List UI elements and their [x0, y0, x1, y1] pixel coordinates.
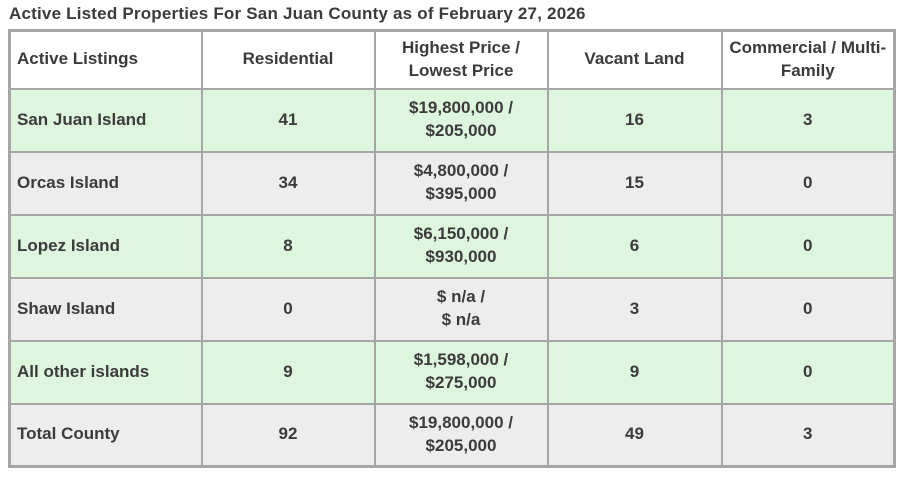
cell-lowest-price: $205,000	[425, 121, 497, 140]
cell-price: $6,150,000 / $930,000	[373, 213, 549, 279]
header-row: Active Listings Residential Highest Pric…	[8, 29, 896, 90]
page-title: Active Listed Properties For San Juan Co…	[9, 4, 586, 23]
column-header-residential: Residential	[200, 29, 376, 90]
cell-island-name: San Juan Island	[8, 87, 203, 153]
cell-commercial: 0	[720, 150, 896, 216]
cell-commercial: 3	[720, 87, 896, 153]
table-row-all-other-islands: All other islands 9 $1,598,000 / $275,00…	[8, 339, 896, 405]
table-row-orcas-island: Orcas Island 34 $4,800,000 / $395,000 15…	[8, 150, 896, 216]
cell-price: $19,800,000 / $205,000	[373, 402, 549, 468]
cell-vacant-land: 49	[546, 402, 723, 468]
cell-price: $4,800,000 / $395,000	[373, 150, 549, 216]
cell-commercial: 0	[720, 213, 896, 279]
cell-island-name: Lopez Island	[8, 213, 203, 279]
cell-highest-price: $ n/a /	[436, 287, 486, 307]
cell-lowest-price: $ n/a	[441, 310, 481, 329]
cell-price: $19,800,000 / $205,000	[373, 87, 549, 153]
cell-island-name: All other islands	[8, 339, 203, 405]
table-row-total-county: Total County 92 $19,800,000 / $205,000 4…	[8, 402, 896, 468]
table-row-san-juan-island: San Juan Island 41 $19,800,000 / $205,00…	[8, 87, 896, 153]
cell-vacant-land: 15	[546, 150, 723, 216]
cell-residential: 9	[200, 339, 376, 405]
column-header-vacant-land: Vacant Land	[546, 29, 723, 90]
table-row-lopez-island: Lopez Island 8 $6,150,000 / $930,000 6 0	[8, 213, 896, 279]
column-header-active-listings: Active Listings	[8, 29, 203, 90]
cell-vacant-land: 16	[546, 87, 723, 153]
cell-highest-price: $19,800,000 /	[409, 412, 513, 432]
cell-island-name: Total County	[8, 402, 203, 468]
table-header: Active Listings Residential Highest Pric…	[8, 29, 896, 90]
cell-lowest-price: $395,000	[425, 184, 497, 203]
cell-vacant-land: 9	[546, 339, 723, 405]
cell-price: $ n/a / $ n/a	[373, 276, 549, 342]
cell-commercial: 0	[720, 276, 896, 342]
cell-highest-price: $4,800,000 /	[413, 161, 509, 181]
cell-lowest-price: $275,000	[425, 373, 497, 392]
cell-vacant-land: 6	[546, 213, 723, 279]
cell-island-name: Shaw Island	[8, 276, 203, 342]
table-row-shaw-island: Shaw Island 0 $ n/a / $ n/a 3 0	[8, 276, 896, 342]
cell-price: $1,598,000 / $275,000	[373, 339, 549, 405]
cell-commercial: 0	[720, 339, 896, 405]
cell-residential: 92	[200, 402, 376, 468]
cell-lowest-price: $205,000	[425, 435, 497, 455]
column-header-highest-lowest-price: Highest Price / Lowest Price	[373, 29, 549, 90]
cell-commercial: 3	[720, 402, 896, 468]
cell-vacant-land: 3	[546, 276, 723, 342]
cell-island-name: Orcas Island	[8, 150, 203, 216]
cell-highest-price: $6,150,000 /	[413, 224, 509, 244]
cell-residential: 41	[200, 87, 376, 153]
listings-table: Active Listings Residential Highest Pric…	[8, 29, 896, 468]
cell-highest-price: $19,800,000 /	[409, 98, 513, 118]
cell-residential: 8	[200, 213, 376, 279]
cell-residential: 0	[200, 276, 376, 342]
page: Active Listed Properties For San Juan Co…	[8, 4, 896, 468]
cell-residential: 34	[200, 150, 376, 216]
cell-highest-price: $1,598,000 /	[413, 350, 509, 370]
column-header-commercial-multi-family: Commercial / Multi-Family	[720, 29, 896, 90]
cell-lowest-price: $930,000	[425, 247, 497, 266]
table-body: San Juan Island 41 $19,800,000 / $205,00…	[8, 87, 896, 468]
